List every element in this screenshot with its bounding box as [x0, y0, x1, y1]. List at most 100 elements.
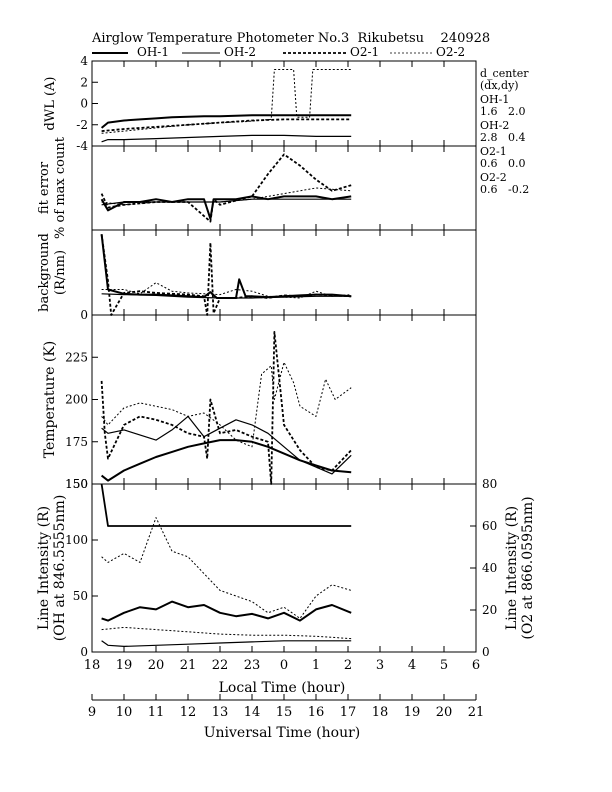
y-tick-label: 2 — [80, 75, 88, 89]
y-right-tick-label: 40 — [482, 561, 497, 575]
panel-frame — [91, 145, 477, 231]
y-axis-label: background — [37, 233, 52, 312]
universal-time-tick-label: 14 — [244, 705, 261, 720]
series-line-oh-2 — [101, 640, 352, 648]
universal-time-tick-label: 17 — [340, 705, 357, 720]
dcenter-subtitle: (dx,dy) — [480, 79, 519, 92]
universal-time-tick-label: 9 — [88, 705, 96, 720]
panel-frame — [91, 60, 477, 147]
universal-time-ticks: 9 10 11 12 13 14 15 16 17 18 19 20 21 — [88, 694, 484, 720]
dcenter-value-o22: 0.6 -0.2 — [480, 183, 529, 196]
y-tick-label: 225 — [65, 350, 88, 364]
series-line-o2-2b — [101, 626, 352, 640]
legend-label-oh1: OH-1 — [137, 45, 169, 59]
y-right-axis-label: Line Intensity (R) — [504, 506, 520, 630]
series-line-oh-1 — [100, 234, 352, 299]
dcenter-name-o21: O2-1 — [480, 145, 507, 158]
local-time-axis: 18 19 20 21 22 23 0 1 2 3 4 5 6 Local Time (hour) — [84, 658, 480, 696]
y-tick-label: 200 — [65, 393, 88, 407]
y-tick-label: 50 — [73, 589, 88, 603]
local-time-tick-label: 22 — [212, 658, 229, 673]
y-tick-label: 0 — [80, 308, 88, 322]
series-line-o2-2 — [101, 187, 352, 206]
series-line-o2-2 — [101, 361, 352, 448]
universal-time-tick-label: 10 — [116, 705, 133, 720]
panel-4: 225 200 175 150 Temperature (K) — [42, 314, 477, 491]
y-tick-label: 175 — [65, 435, 88, 449]
y-right-tick-label: 60 — [482, 519, 497, 533]
y-tick-label: 4 — [80, 54, 88, 68]
local-time-tick-label: 6 — [472, 658, 480, 673]
panel-1: 4 2 0 -2 -4 dWL (A) — [43, 54, 477, 153]
dcenter-name-o22: O2-2 — [480, 171, 507, 184]
panel-frame — [91, 483, 477, 653]
local-time-ticks: 18 19 20 21 22 23 0 1 2 3 4 5 6 — [84, 658, 480, 673]
y-axis-label-2: (R/nm) — [53, 250, 68, 295]
y-tick-label: 150 — [65, 477, 88, 491]
legend-label-o21: O2-1 — [350, 45, 379, 59]
y-axis-label: Temperature (K) — [42, 341, 58, 459]
y-right-tick-label: 80 — [482, 477, 497, 491]
universal-time-axis: 9 10 11 12 13 14 15 16 17 18 19 20 21 Universal Time… — [88, 694, 484, 741]
y-axis-label: Line Intensity (R) — [36, 506, 52, 630]
y-tick-label: -4 — [76, 139, 88, 153]
y-tick-label: 100 — [65, 533, 88, 547]
universal-time-tick-label: 11 — [148, 705, 165, 720]
universal-time-tick-label: 20 — [436, 705, 453, 720]
y-axis-label: fit error — [37, 161, 52, 214]
dcenter-title: d_center — [480, 67, 529, 80]
dcenter-value-o21: 0.6 0.0 — [480, 157, 525, 170]
universal-time-label: Universal Time (hour) — [204, 725, 361, 741]
y-tick-label: 0 — [80, 97, 88, 111]
series-line-o2-2 — [101, 517, 352, 619]
universal-time-tick-label: 15 — [276, 705, 293, 720]
local-time-tick-label: 18 — [84, 658, 101, 673]
local-time-tick-label: 23 — [244, 658, 261, 673]
local-time-tick-label: 21 — [180, 658, 197, 673]
y-right-axis-label-2: (O2 at 866.0595nm) — [520, 496, 536, 639]
local-time-tick-label: 5 — [440, 658, 448, 673]
local-time-tick-label: 4 — [408, 658, 416, 673]
figure-title: Airglow Temperature Photometer No.3 Riku… — [91, 31, 490, 46]
y-axis-label-2: % of max count — [53, 136, 68, 239]
y-axis-label: dWL (A) — [43, 77, 58, 131]
dcenter-name-oh1: OH-1 — [480, 93, 509, 106]
legend-label-o22: O2-2 — [436, 45, 465, 59]
series-line-o2-2 — [101, 69, 352, 134]
series-line-o2-1 — [100, 234, 352, 316]
local-time-tick-label: 2 — [344, 658, 352, 673]
universal-time-tick-label: 16 — [308, 705, 325, 720]
universal-time-tick-label: 13 — [212, 705, 229, 720]
series-line-oh-2 — [101, 415, 352, 475]
universal-time-tick-label: 19 — [404, 705, 421, 720]
local-time-tick-label: 1 — [312, 658, 320, 673]
series-line-o2-2 — [101, 282, 352, 299]
universal-time-tick-label: 21 — [468, 705, 485, 720]
series-line-o2-1 — [100, 330, 352, 485]
panel-frame — [91, 229, 477, 316]
series-line-oh-1 — [101, 600, 352, 622]
y-right-tick-label: 20 — [482, 603, 497, 617]
universal-time-tick-label: 12 — [180, 705, 197, 720]
series-line-o2-1-right-axis- — [100, 483, 352, 527]
local-time-label: Local Time (hour) — [219, 680, 346, 696]
dcenter-name-oh2: OH-2 — [480, 119, 509, 132]
y-tick-label: -2 — [76, 118, 88, 132]
universal-time-tick-label: 18 — [372, 705, 389, 720]
y-tick-label: 150 — [65, 477, 88, 491]
y-right-tick-label: 0 — [482, 645, 490, 659]
local-time-tick-label: 3 — [376, 658, 384, 673]
dcenter-value-oh2: 2.8 0.4 — [480, 131, 525, 144]
series-line-oh-1 — [100, 114, 352, 129]
panel-3: 0 background (R/nm) — [37, 229, 477, 322]
panel-2: fit error% of max count — [37, 136, 477, 239]
local-time-tick-label: 0 — [280, 658, 288, 673]
dcenter-value-oh1: 1.6 2.0 — [480, 105, 525, 118]
series-line-oh-2 — [101, 134, 352, 143]
series-line-oh-2 — [101, 198, 352, 206]
local-time-tick-label: 19 — [116, 658, 133, 673]
local-time-tick-label: 20 — [148, 658, 165, 673]
